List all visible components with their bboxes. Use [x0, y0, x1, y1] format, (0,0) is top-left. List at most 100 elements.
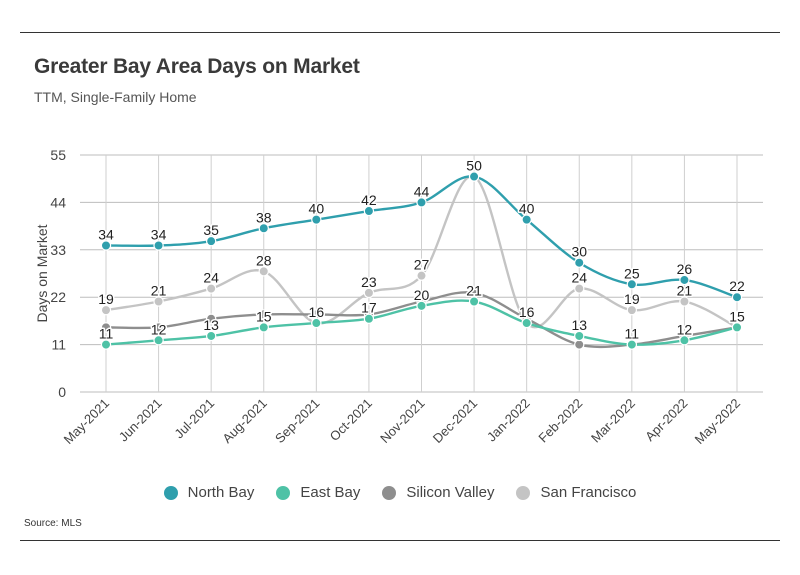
- x-tick-label: Oct-2021: [327, 396, 375, 444]
- legend-item-north-bay: North Bay: [163, 484, 255, 501]
- source-note: Source: MLS: [24, 518, 82, 529]
- chart-legend: North Bay East Bay Silicon Valley San Franc…: [0, 484, 800, 501]
- data-label-san-francisco: 27: [414, 257, 430, 273]
- data-point-san-francisco: [679, 296, 690, 307]
- x-tick-label: May-2022: [692, 396, 743, 447]
- data-point-north-bay: [100, 240, 112, 251]
- data-point-north-bay: [679, 274, 690, 286]
- data-label-east-bay: 13: [203, 317, 219, 333]
- data-point-san-francisco: [205, 283, 217, 294]
- x-tick-label: Jan-2022: [484, 396, 533, 445]
- data-label-north-bay: 50: [466, 158, 482, 174]
- data-point-east-bay: [363, 313, 375, 324]
- data-point-san-francisco: [100, 304, 112, 316]
- data-label-north-bay: 34: [151, 226, 167, 242]
- data-point-san-francisco: [416, 270, 427, 281]
- data-point-east-bay: [100, 339, 112, 350]
- top-rule: [20, 32, 780, 33]
- data-point-east-bay: [679, 335, 690, 346]
- x-tick-label: Aug-2021: [219, 396, 269, 446]
- data-label-san-francisco: 16: [519, 304, 535, 320]
- data-label-san-francisco: 50: [466, 158, 482, 174]
- data-label-san-francisco: 24: [203, 270, 219, 286]
- chart-title: Greater Bay Area Days on Market: [34, 55, 360, 78]
- data-point-silicon-valley: [258, 309, 269, 320]
- data-point-north-bay: [574, 257, 585, 268]
- legend-item-east-bay: East Bay: [276, 484, 360, 501]
- legend-label: North Bay: [187, 484, 255, 501]
- x-tick-label: Sep-2021: [272, 396, 322, 446]
- bottom-rule: [20, 540, 780, 541]
- data-point-north-bay: [731, 292, 743, 303]
- data-label-east-bay: 16: [309, 304, 325, 320]
- data-point-north-bay: [626, 279, 638, 290]
- data-label-san-francisco: 24: [571, 270, 587, 286]
- data-point-east-bay: [416, 300, 427, 312]
- data-label-san-francisco: 21: [677, 283, 693, 299]
- data-point-east-bay: [626, 339, 638, 350]
- data-label-north-bay: 44: [414, 183, 430, 199]
- data-label-east-bay: 20: [414, 287, 430, 303]
- legend-swatch: [382, 485, 397, 500]
- data-label-san-francisco: 16: [309, 304, 325, 320]
- x-tick-label: Mar-2022: [588, 396, 638, 446]
- data-label-north-bay: 35: [203, 222, 219, 238]
- x-tick-label: Nov-2021: [377, 396, 427, 446]
- y-tick-label: 55: [50, 147, 66, 163]
- data-label-east-bay: 12: [677, 321, 693, 337]
- data-point-east-bay: [574, 330, 585, 342]
- y-tick-label: 11: [51, 337, 66, 353]
- data-point-north-bay: [416, 197, 427, 208]
- data-point-san-francisco: [363, 287, 375, 299]
- data-point-san-francisco: [153, 296, 164, 307]
- data-label-san-francisco: 23: [361, 274, 377, 290]
- x-tick-label: Jun-2021: [116, 396, 165, 445]
- legend-swatch: [276, 485, 291, 500]
- data-point-san-francisco: [574, 283, 585, 294]
- data-point-north-bay: [363, 205, 375, 217]
- y-tick-label: 44: [50, 194, 66, 210]
- data-label-east-bay: 13: [571, 317, 587, 333]
- data-point-silicon-valley: [574, 339, 585, 350]
- data-label-north-bay: 25: [624, 265, 640, 281]
- legend-label: East Bay: [300, 484, 361, 501]
- y-axis-label: Days on Market: [34, 224, 50, 322]
- data-point-north-bay: [205, 235, 217, 247]
- data-point-east-bay: [153, 335, 164, 346]
- data-point-silicon-valley: [100, 322, 112, 333]
- data-label-san-francisco: 19: [624, 291, 640, 307]
- data-point-san-francisco: [258, 266, 269, 277]
- data-label-east-bay: 11: [99, 326, 114, 342]
- data-label-north-bay: 34: [98, 226, 114, 242]
- x-tick-label: Feb-2022: [535, 396, 585, 446]
- data-label-east-bay: 21: [466, 283, 482, 299]
- data-label-north-bay: 26: [677, 261, 693, 277]
- x-tick-label: Jul-2021: [171, 396, 217, 442]
- data-label-san-francisco: 21: [151, 283, 167, 299]
- legend-item-san-francisco: San Francisco: [516, 484, 636, 501]
- x-tick-label: May-2021: [61, 396, 112, 447]
- data-point-silicon-valley: [205, 313, 217, 324]
- data-label-north-bay: 30: [571, 244, 587, 260]
- data-point-san-francisco: [626, 304, 638, 316]
- data-label-san-francisco: 28: [256, 252, 272, 268]
- data-label-east-bay: 16: [519, 304, 535, 320]
- legend-swatch: [516, 485, 531, 500]
- data-label-east-bay: 15: [729, 308, 745, 324]
- x-tick-label: Apr-2022: [642, 396, 690, 444]
- data-point-east-bay: [205, 330, 217, 342]
- data-point-north-bay: [521, 214, 532, 225]
- data-point-east-bay: [468, 296, 480, 307]
- legend-item-silicon-valley: Silicon Valley: [382, 484, 494, 501]
- data-label-east-bay: 17: [361, 300, 377, 316]
- series-line-san-francisco: [105, 175, 738, 329]
- data-label-san-francisco: 15: [729, 308, 745, 324]
- data-point-east-bay: [731, 322, 743, 333]
- data-point-north-bay: [153, 240, 164, 251]
- legend-label: Silicon Valley: [406, 484, 495, 501]
- line-chart: 0 11 22 33 44 55 May-2021 Jun-2021 Jul-2021 Aug-2…: [34, 147, 763, 447]
- data-label-san-francisco: 19: [98, 291, 114, 307]
- data-point-north-bay: [468, 171, 480, 182]
- data-label-north-bay: 40: [519, 201, 535, 217]
- data-label-north-bay: 42: [361, 192, 377, 208]
